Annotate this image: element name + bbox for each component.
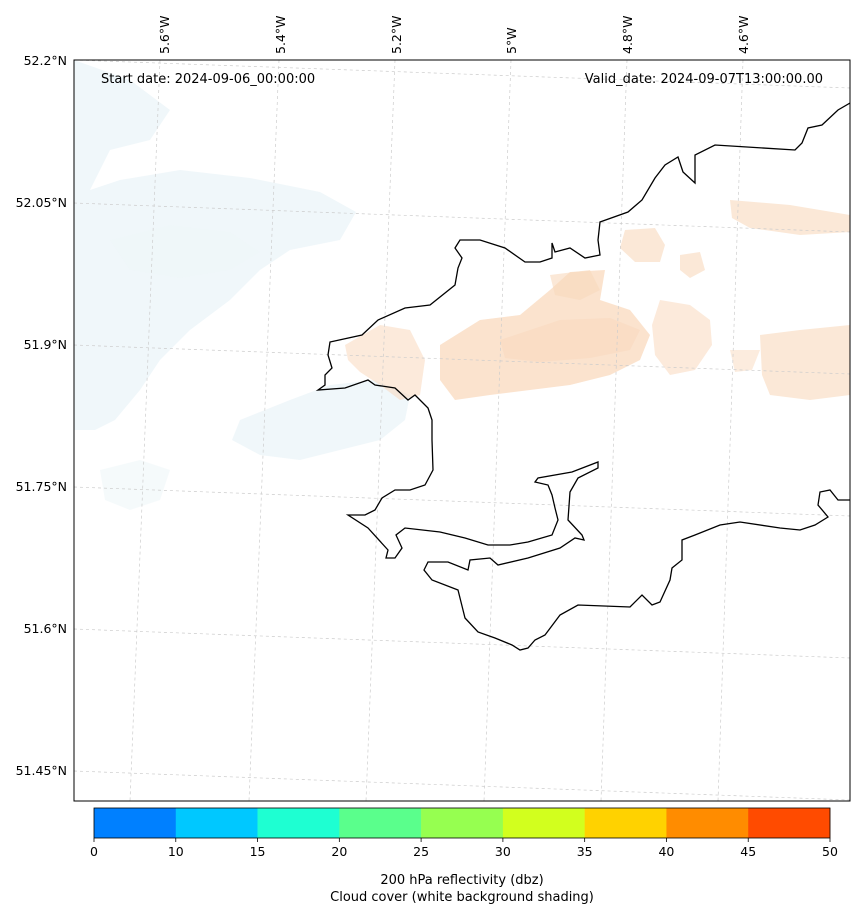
- graticule: [74, 60, 850, 801]
- colorbar-tick-label: 20: [331, 844, 347, 859]
- meridian-line: [129, 60, 161, 801]
- lat-label: 51.45°N: [16, 763, 67, 778]
- colorbar-segment: [421, 808, 504, 838]
- colorbar-outline: [93, 807, 831, 839]
- colorbar-tick-label: 30: [495, 844, 511, 859]
- lat-label: 51.9°N: [24, 337, 67, 352]
- lat-label: 52.05°N: [16, 195, 67, 210]
- colorbar: 0 10 15 20 25 30 35 40 45 50 200 hPa reflectivity…: [90, 807, 838, 905]
- colorbar-tick-label: 10: [168, 844, 184, 859]
- coastline: [315, 102, 850, 651]
- lon-label: 5.4°W: [273, 16, 288, 55]
- lon-label: 4.8°W: [620, 16, 635, 55]
- map-frame: [73, 59, 851, 802]
- colorbar-tick-label: 0: [90, 844, 98, 859]
- colorbar-segment: [339, 808, 422, 838]
- colorbar-segment: [666, 808, 749, 838]
- colorbar-ticks: 0 10 15 20 25 30 35 40 45 50: [90, 838, 838, 859]
- longitude-labels: 5.6°W 5.4°W 5.2°W 5°W 4.8°W 4.6°W: [157, 16, 751, 55]
- lon-label: 4.6°W: [736, 16, 751, 55]
- colorbar-label: 200 hPa reflectivity (dbz): [380, 873, 543, 888]
- colorbar-segment: [748, 808, 831, 838]
- valid-date-annotation: Valid_date: 2024-09-07T13:00:00.00: [585, 72, 823, 87]
- colorbar-tick-label: 45: [740, 844, 756, 859]
- lat-label: 52.2°N: [24, 53, 67, 68]
- colorbar-sublabel: Cloud cover (white background shading): [330, 890, 594, 905]
- lat-label: 51.75°N: [16, 479, 67, 494]
- lon-label: 5°W: [504, 27, 519, 54]
- colorbar-segment: [175, 808, 258, 838]
- lon-label: 5.2°W: [389, 16, 404, 55]
- lon-label: 5.6°W: [157, 16, 172, 55]
- start-date-annotation: Start date: 2024-09-06_00:00:00: [101, 72, 315, 87]
- colorbar-segment: [257, 808, 340, 838]
- colorbar-tick-label: 15: [250, 844, 266, 859]
- colorbar-segment: [502, 808, 585, 838]
- colorbar-tick-label: 35: [577, 844, 593, 859]
- reflectivity-shading: [345, 200, 850, 400]
- map-panel: [74, 60, 850, 801]
- meridian-line: [248, 60, 280, 801]
- colorbar-segment: [94, 808, 177, 838]
- cloud-cover-shading: [74, 60, 410, 510]
- colorbar-segment: [584, 808, 667, 838]
- lat-label: 51.6°N: [24, 621, 67, 636]
- colorbar-segments: [94, 808, 831, 838]
- colorbar-tick-label: 25: [413, 844, 429, 859]
- latitude-labels: 52.2°N 52.05°N 51.9°N 51.75°N 51.6°N 51.…: [16, 53, 67, 778]
- colorbar-tick-label: 50: [822, 844, 838, 859]
- colorbar-tick-label: 40: [658, 844, 674, 859]
